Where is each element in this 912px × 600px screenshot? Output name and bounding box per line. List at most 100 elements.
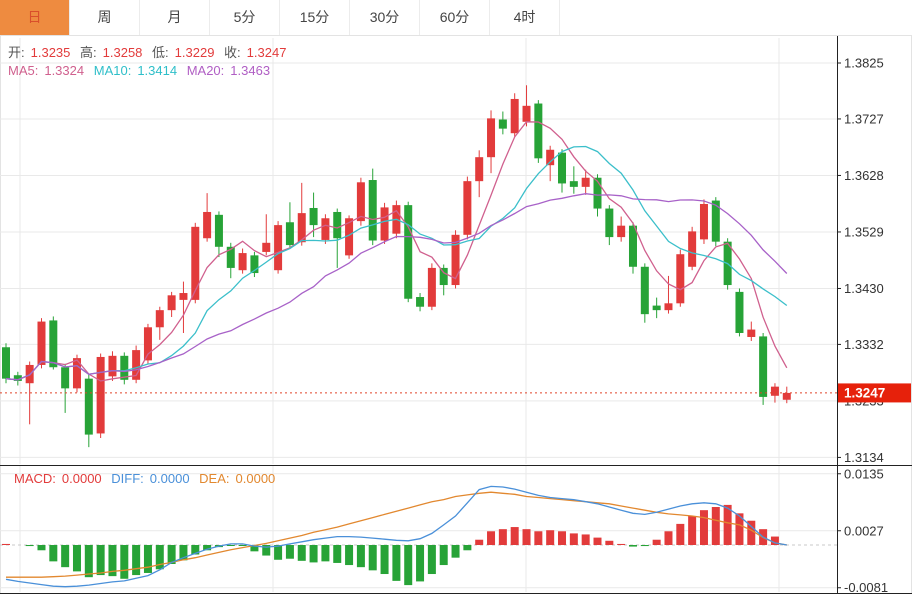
candle-down xyxy=(759,336,768,397)
timeframe-tab-6[interactable]: 60分 xyxy=(420,0,490,35)
candle-down xyxy=(640,266,649,315)
timeframe-tab-4[interactable]: 15分 xyxy=(280,0,350,35)
macd-hist-positive xyxy=(569,533,578,545)
open-value: 1.3235 xyxy=(30,45,71,60)
candle-up xyxy=(617,225,626,238)
macd-hist-positive xyxy=(652,539,661,545)
candle-up xyxy=(747,329,756,337)
candle-down xyxy=(628,225,637,267)
ma-readout: MA5: 1.3324 MA10: 1.3414 MA20: 1.3463 xyxy=(8,63,276,78)
candle-up xyxy=(132,350,141,380)
candle-up xyxy=(475,157,484,182)
macd-hist-negative xyxy=(262,545,271,556)
timeframe-tab-0[interactable]: 日 xyxy=(0,0,70,35)
candle-up xyxy=(72,358,81,389)
plot-background xyxy=(0,36,912,593)
macd-hist-positive xyxy=(664,531,673,545)
high-value: 1.3258 xyxy=(102,45,143,60)
candle-up xyxy=(546,149,555,166)
macd-hist-negative xyxy=(356,545,365,568)
timeframe-tab-1[interactable]: 周 xyxy=(70,0,140,35)
candle-up xyxy=(274,225,283,271)
candle-up xyxy=(191,226,200,300)
candle-up xyxy=(676,254,685,304)
macd-hist-positive xyxy=(723,504,732,545)
dea-label: DEA: xyxy=(199,471,230,486)
macd-hist-positive xyxy=(2,543,10,545)
macd-hist-negative xyxy=(274,545,283,560)
price-tick-label: 1.3825 xyxy=(844,56,884,71)
ma5-line xyxy=(5,121,788,382)
price-tick-label: 1.3727 xyxy=(844,111,884,126)
macd-hist-negative xyxy=(451,545,460,558)
candle-up xyxy=(37,321,46,365)
timeframe-tabbar: 日周月 5分 15分 30分 60分 4时 xyxy=(0,0,912,36)
price-tick-label: 1.3628 xyxy=(844,168,884,183)
macd-hist-positive xyxy=(558,531,567,545)
macd-hist-positive xyxy=(688,515,697,545)
candle-up xyxy=(451,234,460,286)
macd-hist-negative xyxy=(297,545,306,561)
timeframe-tab-7[interactable]: 4时 xyxy=(490,0,560,35)
macd-hist-negative xyxy=(463,545,472,551)
candle-up xyxy=(522,105,531,122)
macd-hist-positive xyxy=(581,534,590,545)
candle-down xyxy=(309,207,318,226)
candle-down xyxy=(13,375,22,381)
macd-hist-positive xyxy=(711,507,720,545)
ma10-value: 1.3414 xyxy=(137,63,178,78)
macd-hist-negative xyxy=(640,545,649,547)
candle-down xyxy=(84,378,93,435)
dea-value: 0.0000 xyxy=(235,471,276,486)
candle-up xyxy=(297,213,306,243)
macd-hist-negative xyxy=(155,545,164,570)
macd-hist-negative xyxy=(25,545,34,547)
candle-up xyxy=(487,118,496,158)
macd-hist-negative xyxy=(333,545,342,563)
ma20-value: 1.3463 xyxy=(230,63,271,78)
macd-hist-negative xyxy=(203,545,212,551)
macd-hist-positive xyxy=(617,543,626,545)
candle-down xyxy=(333,211,342,239)
macd-hist-negative xyxy=(226,545,235,546)
low-label: 低: xyxy=(152,45,169,60)
price-tick-label: 1.3134 xyxy=(844,450,884,465)
candle-down xyxy=(368,180,377,241)
macd-hist-negative xyxy=(96,545,105,576)
candle-up xyxy=(167,295,176,311)
macd-hist-negative xyxy=(167,545,176,564)
close-value: 1.3247 xyxy=(246,45,287,60)
candle-down xyxy=(439,267,448,286)
macd-tick-label: 0.0135 xyxy=(844,466,884,481)
macd-hist-negative xyxy=(345,545,354,566)
candle-up xyxy=(321,218,330,240)
macd-label: MACD: xyxy=(14,471,56,486)
macd-tick-label: -0.0081 xyxy=(844,580,888,595)
ma5-value: 1.3324 xyxy=(44,63,85,78)
price-tick-label: 1.3430 xyxy=(844,281,884,296)
macd-hist-negative xyxy=(84,545,93,578)
candle-up xyxy=(179,293,188,300)
candle-down xyxy=(534,103,543,159)
macd-hist-positive xyxy=(593,537,602,545)
macd-hist-positive xyxy=(546,530,555,545)
ma10-line xyxy=(5,145,788,381)
candle-down xyxy=(49,320,58,368)
timeframe-tab-3[interactable]: 5分 xyxy=(210,0,280,35)
candle-down xyxy=(569,181,578,187)
candle-down xyxy=(2,347,10,379)
candle-down xyxy=(558,152,567,184)
timeframe-tab-5[interactable]: 30分 xyxy=(350,0,420,35)
price-tick-label: 1.3332 xyxy=(844,337,884,352)
macd-hist-negative xyxy=(72,545,81,572)
timeframe-tab-2[interactable]: 月 xyxy=(140,0,210,35)
ma20-line xyxy=(5,193,788,381)
candle-up xyxy=(581,177,590,187)
candle-up xyxy=(356,182,365,222)
macd-hist-negative xyxy=(416,545,425,582)
open-label: 开: xyxy=(8,45,25,60)
candle-down xyxy=(214,214,223,247)
macd-tick-label: 0.0027 xyxy=(844,523,884,538)
